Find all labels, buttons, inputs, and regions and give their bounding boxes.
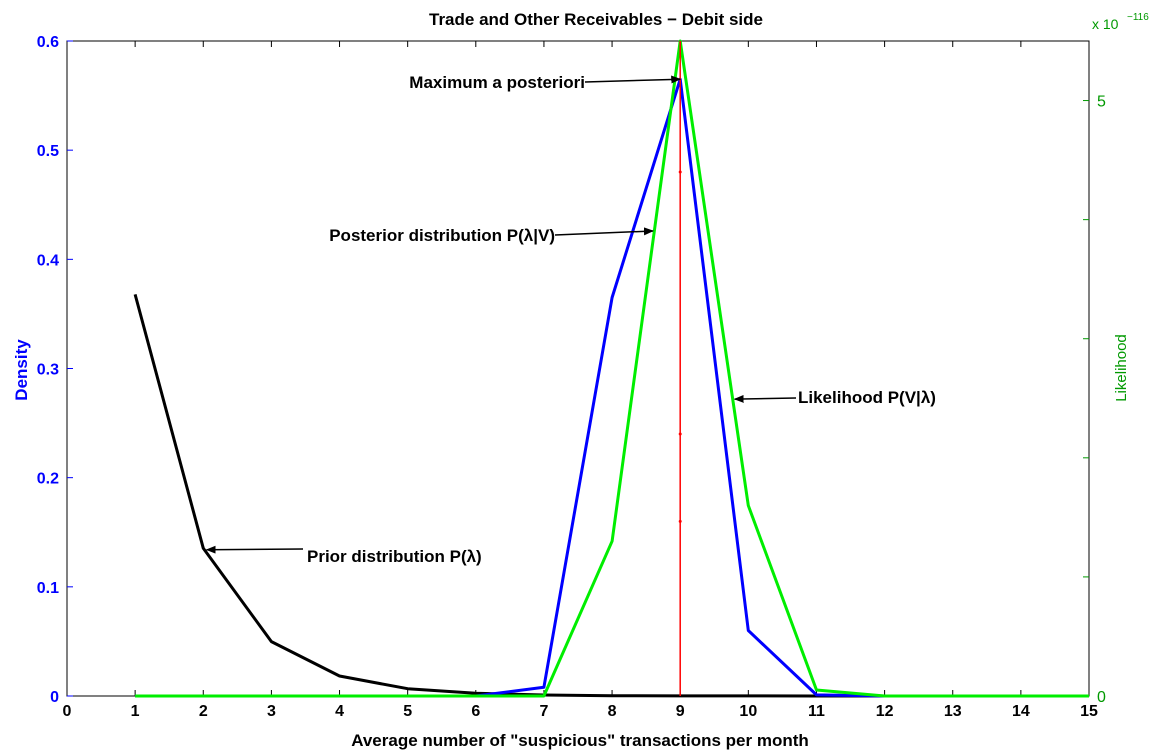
map-line-marker bbox=[679, 520, 682, 523]
y-right-multiplier: x 10 bbox=[1092, 16, 1119, 32]
x-axis-label: Average number of "suspicious" transacti… bbox=[351, 731, 809, 750]
x-tick-label: 5 bbox=[403, 703, 412, 720]
y-right-tick-label: 5 bbox=[1097, 94, 1106, 111]
x-tick-label: 0 bbox=[63, 703, 72, 720]
y-right-exponent: −116 bbox=[1127, 12, 1149, 23]
x-tick-label: 7 bbox=[539, 703, 548, 720]
x-tick-label: 4 bbox=[335, 703, 344, 720]
annotation-prior-arrow bbox=[207, 549, 303, 550]
x-tick-label: 1 bbox=[131, 703, 140, 720]
plot-frame bbox=[67, 41, 1089, 696]
x-tick-label: 6 bbox=[471, 703, 480, 720]
x-tick-label: 9 bbox=[676, 703, 685, 720]
map-line-marker bbox=[679, 171, 682, 174]
annotation-map-label: Maximum a posteriori bbox=[409, 73, 585, 92]
map-line-marker bbox=[679, 433, 682, 436]
y-left-tick-label: 0.1 bbox=[37, 580, 59, 597]
x-tick-label: 8 bbox=[608, 703, 617, 720]
x-tick-label: 12 bbox=[876, 703, 894, 720]
x-tick-label: 10 bbox=[739, 703, 757, 720]
annotation-posterior-label: Posterior distribution P(λ|V) bbox=[329, 226, 555, 245]
x-tick-label: 14 bbox=[1012, 703, 1030, 720]
y-left-tick-label: 0.2 bbox=[37, 471, 59, 488]
annotation-prior-label: Prior distribution P(λ) bbox=[307, 547, 482, 566]
x-tick-label: 13 bbox=[944, 703, 962, 720]
y-left-tick-label: 0.3 bbox=[37, 362, 59, 379]
y-left-tick-label: 0.4 bbox=[37, 252, 59, 269]
x-tick-label: 2 bbox=[199, 703, 208, 720]
y-left-tick-label: 0 bbox=[50, 689, 59, 706]
y-left-axis-label: Density bbox=[12, 339, 31, 401]
annotation-likelihood-arrow bbox=[735, 398, 796, 399]
x-tick-label: 15 bbox=[1080, 703, 1098, 720]
y-right-tick-label: 0 bbox=[1097, 689, 1106, 706]
annotation-likelihood-label: Likelihood P(V|λ) bbox=[798, 388, 936, 407]
y-right-axis-label: Likelihood bbox=[1113, 334, 1130, 402]
y-left-tick-label: 0.6 bbox=[37, 34, 59, 51]
y-left-tick-label: 0.5 bbox=[37, 143, 59, 160]
chart-title: Trade and Other Receivables − Debit side bbox=[429, 10, 763, 29]
x-tick-label: 11 bbox=[808, 703, 825, 720]
x-tick-label: 3 bbox=[267, 703, 276, 720]
